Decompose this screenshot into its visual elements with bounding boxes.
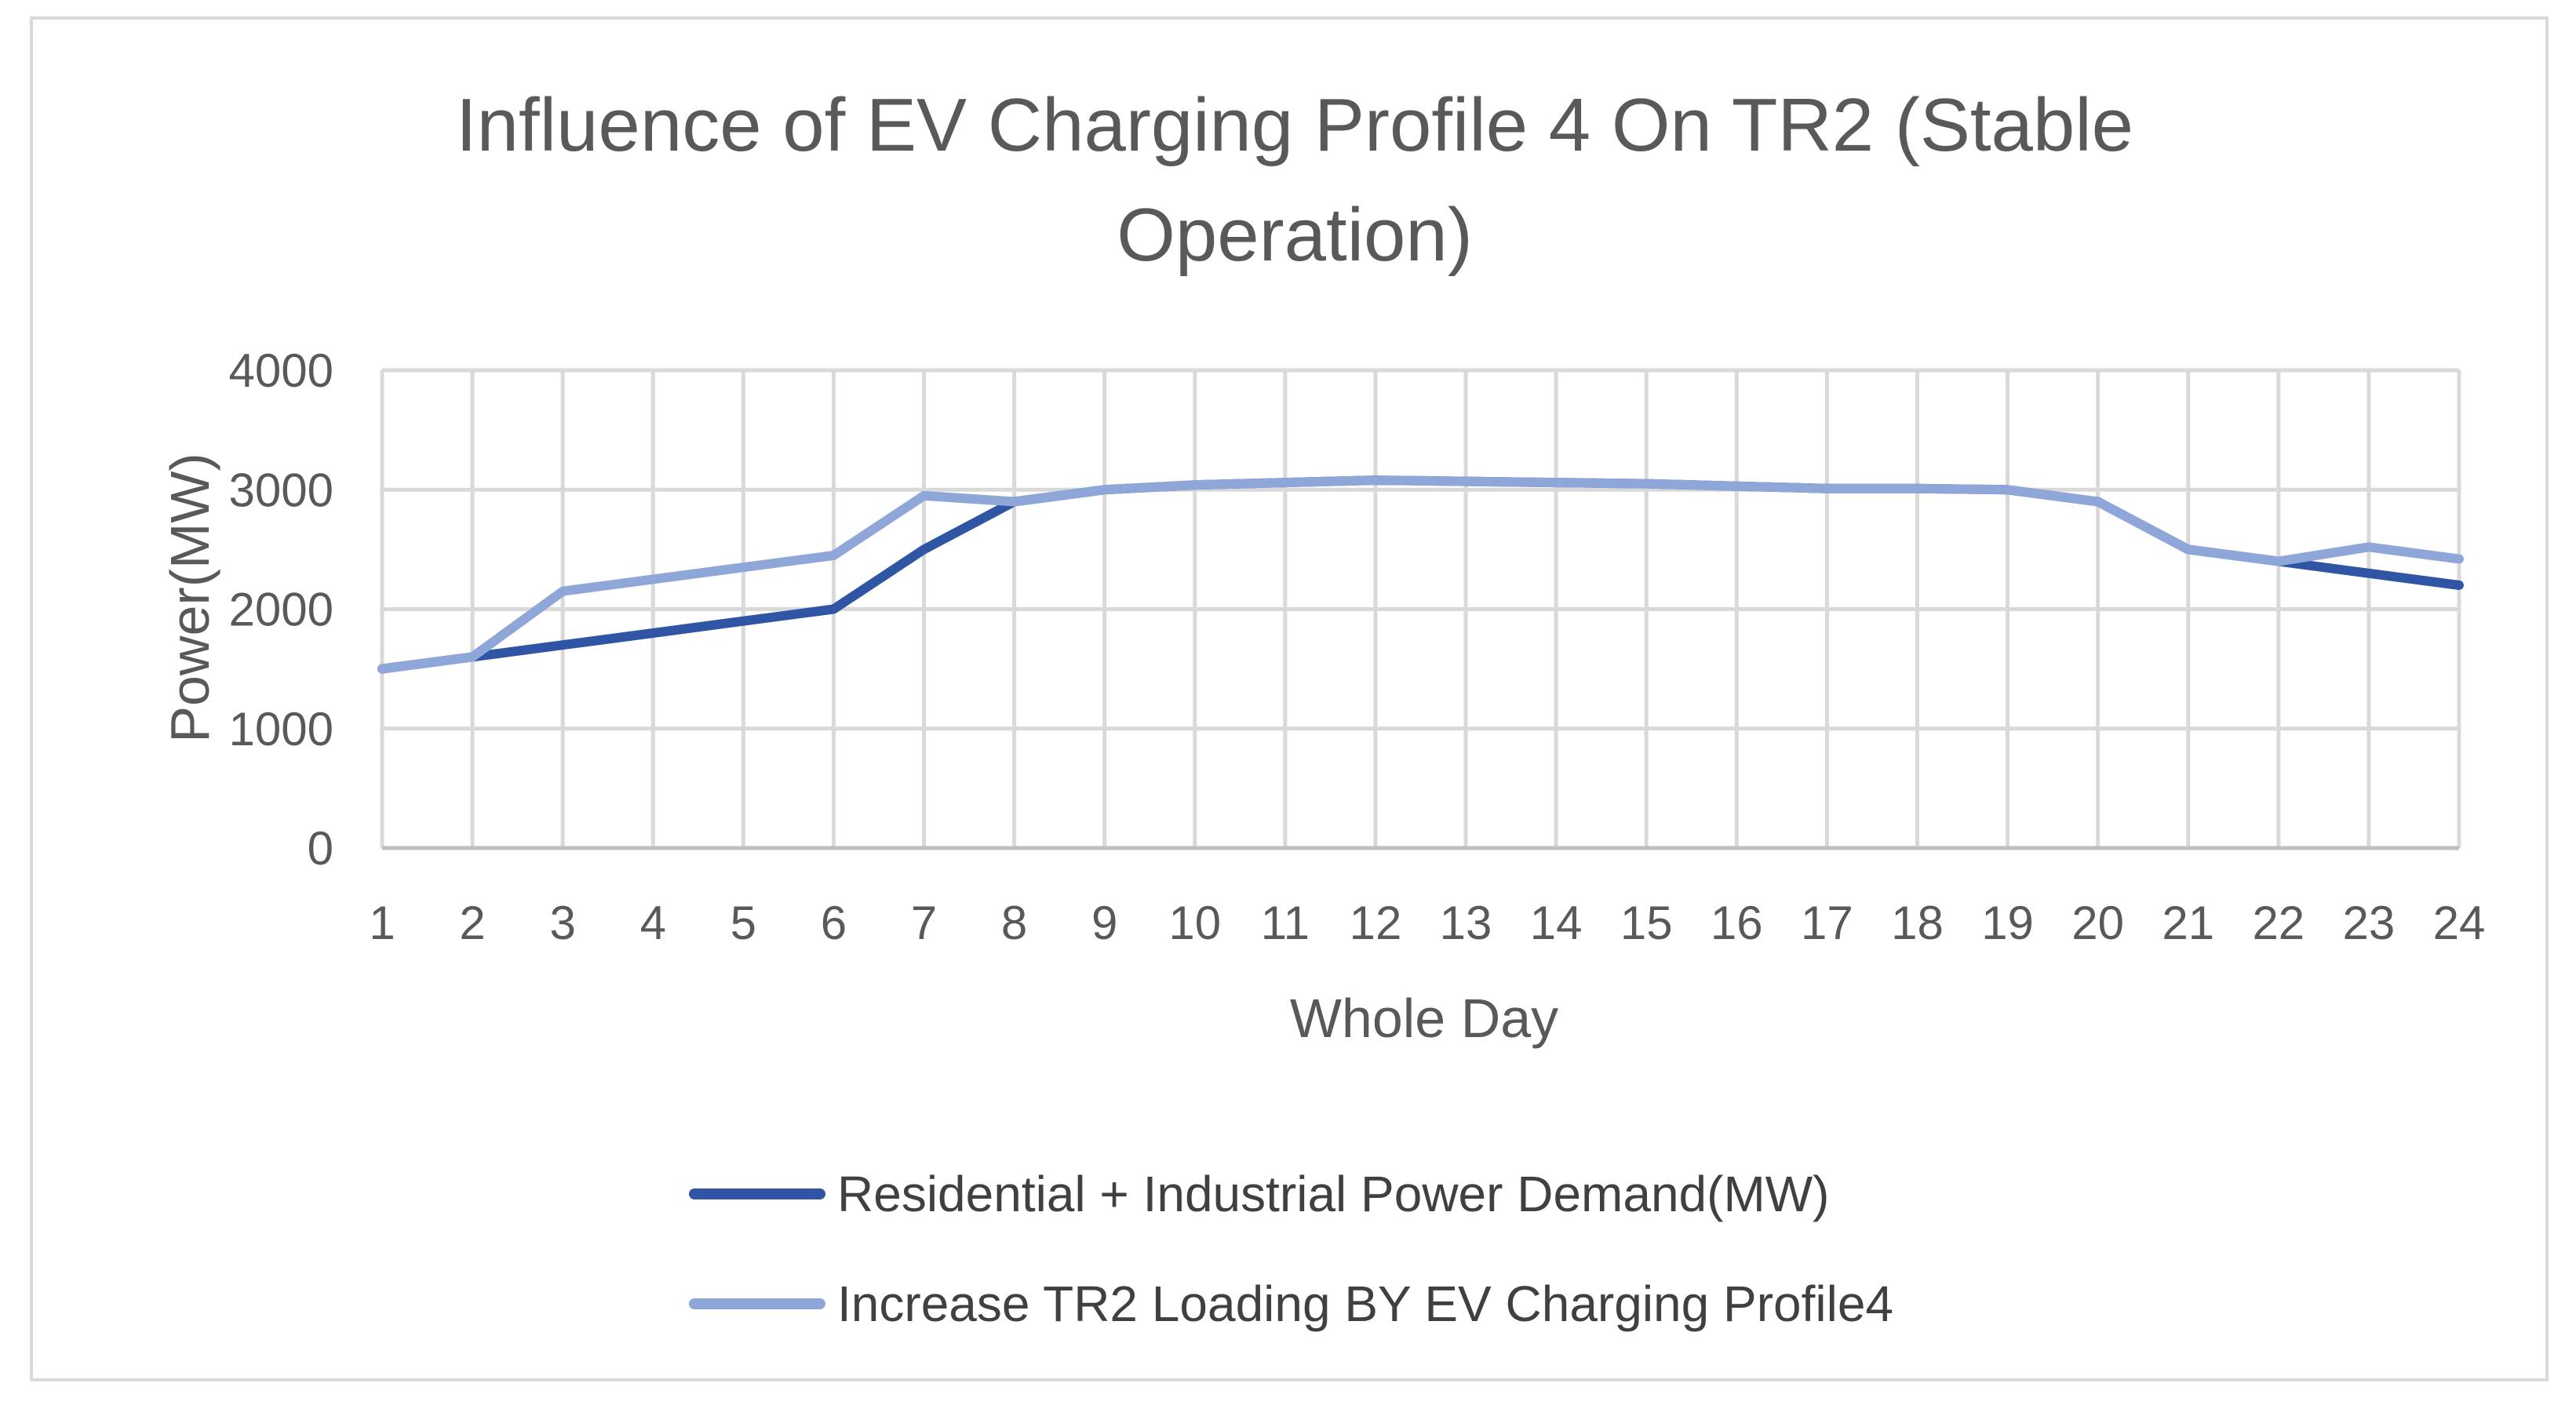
x-tick-label: 9 xyxy=(1091,897,1117,949)
x-tick-label: 22 xyxy=(2252,897,2305,949)
x-tick-label: 21 xyxy=(2162,897,2214,949)
y-tick-label: 2000 xyxy=(229,584,333,636)
y-tick-label: 4000 xyxy=(229,344,333,397)
x-tick-label: 7 xyxy=(911,897,937,949)
x-tick-label: 10 xyxy=(1168,897,1221,949)
x-tick-label: 12 xyxy=(1350,897,1402,949)
y-tick-label: 3000 xyxy=(229,464,333,516)
series-lines xyxy=(377,475,2464,674)
x-tick-label: 11 xyxy=(1261,897,1310,949)
chart-title: Influence of EV Charging Profile 4 On TR… xyxy=(456,83,2133,277)
legend: Residential + Industrial Power Demand(MW… xyxy=(689,1166,1893,1332)
legend-label-1: Residential + Industrial Power Demand(MW… xyxy=(837,1166,1829,1222)
x-tick-label: 3 xyxy=(549,897,575,949)
y-tick-labels: 0 1000 2000 3000 4000 xyxy=(229,344,333,875)
y-tick-label: 1000 xyxy=(229,703,333,755)
x-tick-label: 18 xyxy=(1891,897,1944,949)
y-tick-label: 0 xyxy=(308,822,333,875)
x-tick-label: 15 xyxy=(1620,897,1673,949)
x-tick-label: 17 xyxy=(1801,897,1853,949)
x-tick-label: 8 xyxy=(1001,897,1027,949)
x-tick-labels: 1 2 3 4 5 6 7 8 9 10 11 12 13 14 15 16 17 18 19 20 21 22 23 24 xyxy=(369,897,2485,949)
x-tick-label: 24 xyxy=(2433,897,2486,949)
x-tick-label: 4 xyxy=(640,897,666,949)
x-tick-label: 23 xyxy=(2343,897,2396,949)
gridlines xyxy=(380,368,2461,848)
x-tick-label: 6 xyxy=(821,897,847,949)
x-tick-label: 19 xyxy=(1981,897,2034,949)
chart-title-line-1: Influence of EV Charging Profile 4 On TR… xyxy=(456,83,2133,167)
y-axis-title: Power(MW) xyxy=(159,453,220,742)
x-tick-label: 1 xyxy=(369,897,395,949)
x-tick-label: 5 xyxy=(731,897,756,949)
x-axis-title: Whole Day xyxy=(1290,988,1558,1049)
chart-frame xyxy=(30,16,2549,1381)
x-tick-label: 2 xyxy=(459,897,485,949)
x-tick-label: 13 xyxy=(1440,897,1492,949)
x-tick-label: 14 xyxy=(1530,897,1583,949)
x-tick-label: 20 xyxy=(2071,897,2124,949)
chart-title-line-2: Operation) xyxy=(1117,193,1473,277)
series-line-2 xyxy=(377,475,2464,674)
x-tick-label: 16 xyxy=(1711,897,1763,949)
legend-label-2: Increase TR2 Loading BY EV Charging Prof… xyxy=(837,1276,1893,1332)
